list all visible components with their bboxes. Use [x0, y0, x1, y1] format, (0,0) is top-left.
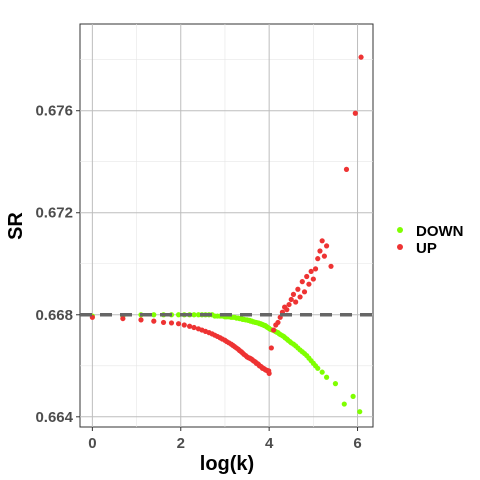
plot-panel-background — [79, 23, 374, 428]
point-up-58 — [275, 319, 281, 326]
point-down-87 — [357, 409, 363, 415]
point-up-66 — [293, 299, 299, 305]
point-up-65 — [290, 291, 297, 297]
point-up-56 — [270, 327, 277, 333]
legend-label-up: UP — [416, 240, 437, 257]
point-up-6 — [175, 321, 182, 327]
point-up-67 — [295, 286, 301, 292]
legend-label-down: DOWN — [416, 223, 464, 240]
y-tick-label: 0.672 — [35, 205, 73, 222]
point-down-82 — [319, 369, 325, 375]
x-tick-label: 2 — [177, 435, 185, 452]
y-tick-label: 0.664 — [35, 409, 73, 426]
point-up-68 — [297, 294, 303, 300]
legend-key-down — [397, 227, 403, 233]
x-tick-label: 4 — [265, 435, 274, 452]
point-down-9 — [191, 312, 197, 318]
point-up-74 — [310, 276, 316, 282]
point-up-70 — [301, 289, 308, 295]
point-up-80 — [323, 243, 330, 249]
point-up-64 — [288, 296, 294, 303]
grid-minor — [80, 24, 373, 427]
point-up-76 — [315, 256, 321, 262]
point-up-79 — [321, 253, 327, 259]
point-down-3 — [151, 312, 157, 318]
point-up-69 — [299, 279, 305, 285]
x-tick-label: 6 — [353, 435, 361, 452]
point-up-8 — [186, 323, 193, 329]
legend: DOWN UP — [397, 223, 464, 257]
y-axis-ticks: 0.664 0.668 0.672 0.676 — [35, 103, 80, 426]
x-tick-label: 0 — [88, 435, 96, 452]
point-up-55 — [268, 345, 274, 351]
point-up-84 — [358, 54, 364, 60]
point-down-86 — [350, 393, 356, 399]
point-up-71 — [304, 273, 310, 280]
point-up-77 — [317, 248, 323, 254]
y-tick-label: 0.676 — [35, 103, 73, 120]
y-tick-label: 0.668 — [35, 307, 73, 324]
point-up-82 — [343, 166, 350, 172]
point-down-83 — [323, 374, 330, 380]
point-up-54 — [266, 370, 272, 377]
point-up-75 — [312, 266, 319, 272]
x-axis-title: log(k) — [200, 453, 254, 475]
point-down-85 — [341, 401, 347, 407]
legend-key-up — [397, 244, 403, 250]
point-up-78 — [319, 238, 325, 244]
point-up-63 — [286, 301, 292, 308]
point-down-81 — [315, 365, 321, 371]
point-up-62 — [284, 307, 290, 313]
point-up-3 — [151, 318, 157, 324]
point-up-72 — [306, 281, 312, 287]
x-axis-ticks: 0 2 4 6 — [88, 427, 362, 452]
point-down-84 — [332, 381, 339, 387]
point-up-9 — [191, 324, 197, 331]
y-axis-title: SR — [5, 212, 27, 240]
point-up-5 — [168, 320, 175, 326]
point-up-7 — [181, 322, 187, 328]
point-up-81 — [328, 263, 334, 269]
point-up-83 — [352, 110, 358, 116]
point-down-6 — [175, 312, 182, 318]
point-up-1 — [120, 315, 126, 322]
point-up-4 — [160, 319, 167, 326]
point-up-73 — [308, 268, 314, 275]
point-up-2 — [138, 317, 144, 323]
